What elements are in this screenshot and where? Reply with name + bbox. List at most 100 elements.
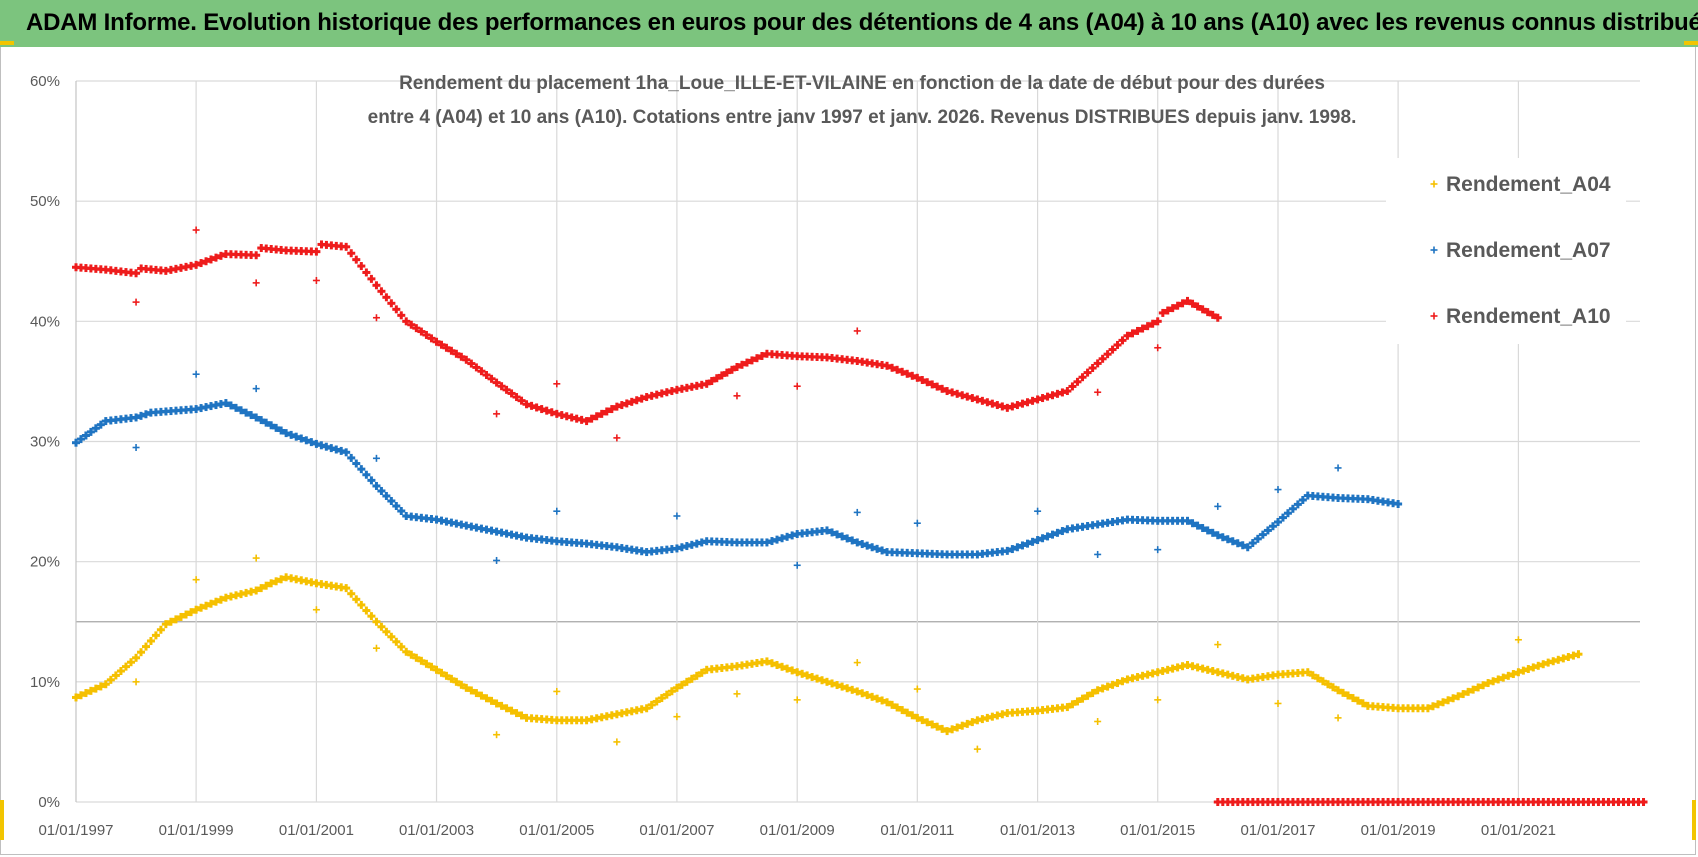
series-point: [382, 627, 391, 636]
series-point: [888, 700, 897, 709]
series-point: [822, 677, 831, 686]
corner-mark-bottom-right: [1692, 800, 1696, 840]
series-point: [127, 658, 136, 667]
series-point: [192, 260, 201, 269]
series-point: [407, 650, 416, 659]
series-point: [482, 694, 491, 703]
outlier-point: [312, 606, 320, 614]
series-point: [642, 704, 651, 713]
series-point: [342, 584, 351, 593]
series-point: [377, 486, 386, 495]
series-point: [938, 724, 947, 733]
series-point: [1529, 663, 1538, 672]
series-point: [96, 420, 105, 429]
series-point: [722, 368, 731, 377]
series-point: [1449, 694, 1458, 703]
series-point: [146, 636, 155, 645]
series-point: [1469, 685, 1478, 694]
series-point: [136, 411, 145, 420]
series-point: [1118, 336, 1127, 345]
outlier-point: [192, 370, 200, 378]
series-point: [913, 373, 922, 382]
series-point: [918, 716, 927, 725]
outlier-point: [192, 576, 200, 584]
series-point: [211, 597, 220, 606]
series-point: [773, 661, 782, 670]
series-point: [462, 683, 471, 692]
series-point: [1348, 694, 1357, 703]
series-point: [252, 413, 261, 422]
y-tick-label: 30%: [30, 434, 60, 451]
series-point: [392, 501, 401, 510]
x-tick-label: 01/01/2017: [1240, 822, 1315, 839]
series-point: [507, 706, 516, 715]
series-point: [838, 532, 847, 541]
series-point: [412, 653, 421, 662]
series-point: [527, 401, 536, 410]
series-point: [1439, 698, 1448, 707]
chart-title-line-1: Rendement du placement 1ha_Loue_ILLE-ET-…: [399, 73, 1325, 94]
series-point: [888, 363, 897, 372]
series-point: [467, 686, 476, 695]
outlier-point: [613, 738, 621, 746]
x-tick-label: 01/01/2015: [1120, 822, 1195, 839]
series-point: [297, 434, 306, 443]
series-point: [277, 575, 286, 584]
series-point: [1514, 668, 1523, 677]
series-point: [1428, 702, 1437, 711]
series-point: [342, 242, 351, 251]
series-rendement_a04: [72, 554, 1583, 753]
series-point: [1178, 299, 1187, 308]
outlier-point: [913, 685, 921, 693]
series-point: [1083, 368, 1092, 377]
series-point: [262, 418, 271, 427]
outlier-point: [1094, 717, 1102, 725]
outlier-point: [312, 276, 320, 284]
series-point: [692, 671, 701, 680]
series-point: [447, 674, 456, 683]
series-point: [1078, 373, 1087, 382]
series-point: [1278, 513, 1287, 522]
series-point: [197, 259, 206, 268]
series-point: [532, 403, 541, 412]
series-point: [1208, 528, 1217, 537]
series-point: [166, 617, 175, 626]
series-point: [898, 706, 907, 715]
outlier-point: [372, 644, 380, 652]
x-axis: 01/01/1997 01/01/1999 01/01/2001 01/01/2003…: [38, 822, 1555, 839]
series-point: [1504, 671, 1513, 680]
series-point: [347, 589, 356, 598]
series-point: [963, 719, 972, 728]
series-layer: [72, 226, 1648, 806]
series-point: [617, 401, 626, 410]
report-banner: ADAM Informe. Evolution historique des p…: [0, 0, 1698, 47]
series-point: [101, 680, 110, 689]
series-point: [1188, 299, 1197, 308]
series-point: [1158, 308, 1167, 317]
outlier-point: [853, 508, 861, 516]
series-point: [1073, 697, 1082, 706]
series-point: [1444, 696, 1453, 705]
legend: Rendement_A04 Rendement_A07 Rendement_A10: [1386, 158, 1626, 344]
series-point: [141, 410, 150, 419]
series-point: [1339, 688, 1348, 697]
series-point: [1484, 679, 1493, 688]
series-point: [1143, 322, 1152, 331]
outlier-point: [1154, 344, 1162, 352]
series-point: [397, 311, 406, 320]
series-point: [272, 423, 281, 432]
series-point: [808, 673, 817, 682]
series-point: [1489, 677, 1498, 686]
series-point: [121, 662, 130, 671]
series-rendement_a10: [72, 226, 1222, 442]
series-point: [197, 603, 206, 612]
series-point: [287, 430, 296, 439]
series-point: [1203, 526, 1212, 535]
series-point: [1028, 537, 1037, 546]
outlier-point: [1034, 507, 1042, 515]
series-point: [141, 642, 150, 651]
series-point: [472, 363, 481, 372]
series-point: [873, 544, 882, 553]
series-point: [171, 615, 180, 624]
outlier-point: [913, 519, 921, 527]
